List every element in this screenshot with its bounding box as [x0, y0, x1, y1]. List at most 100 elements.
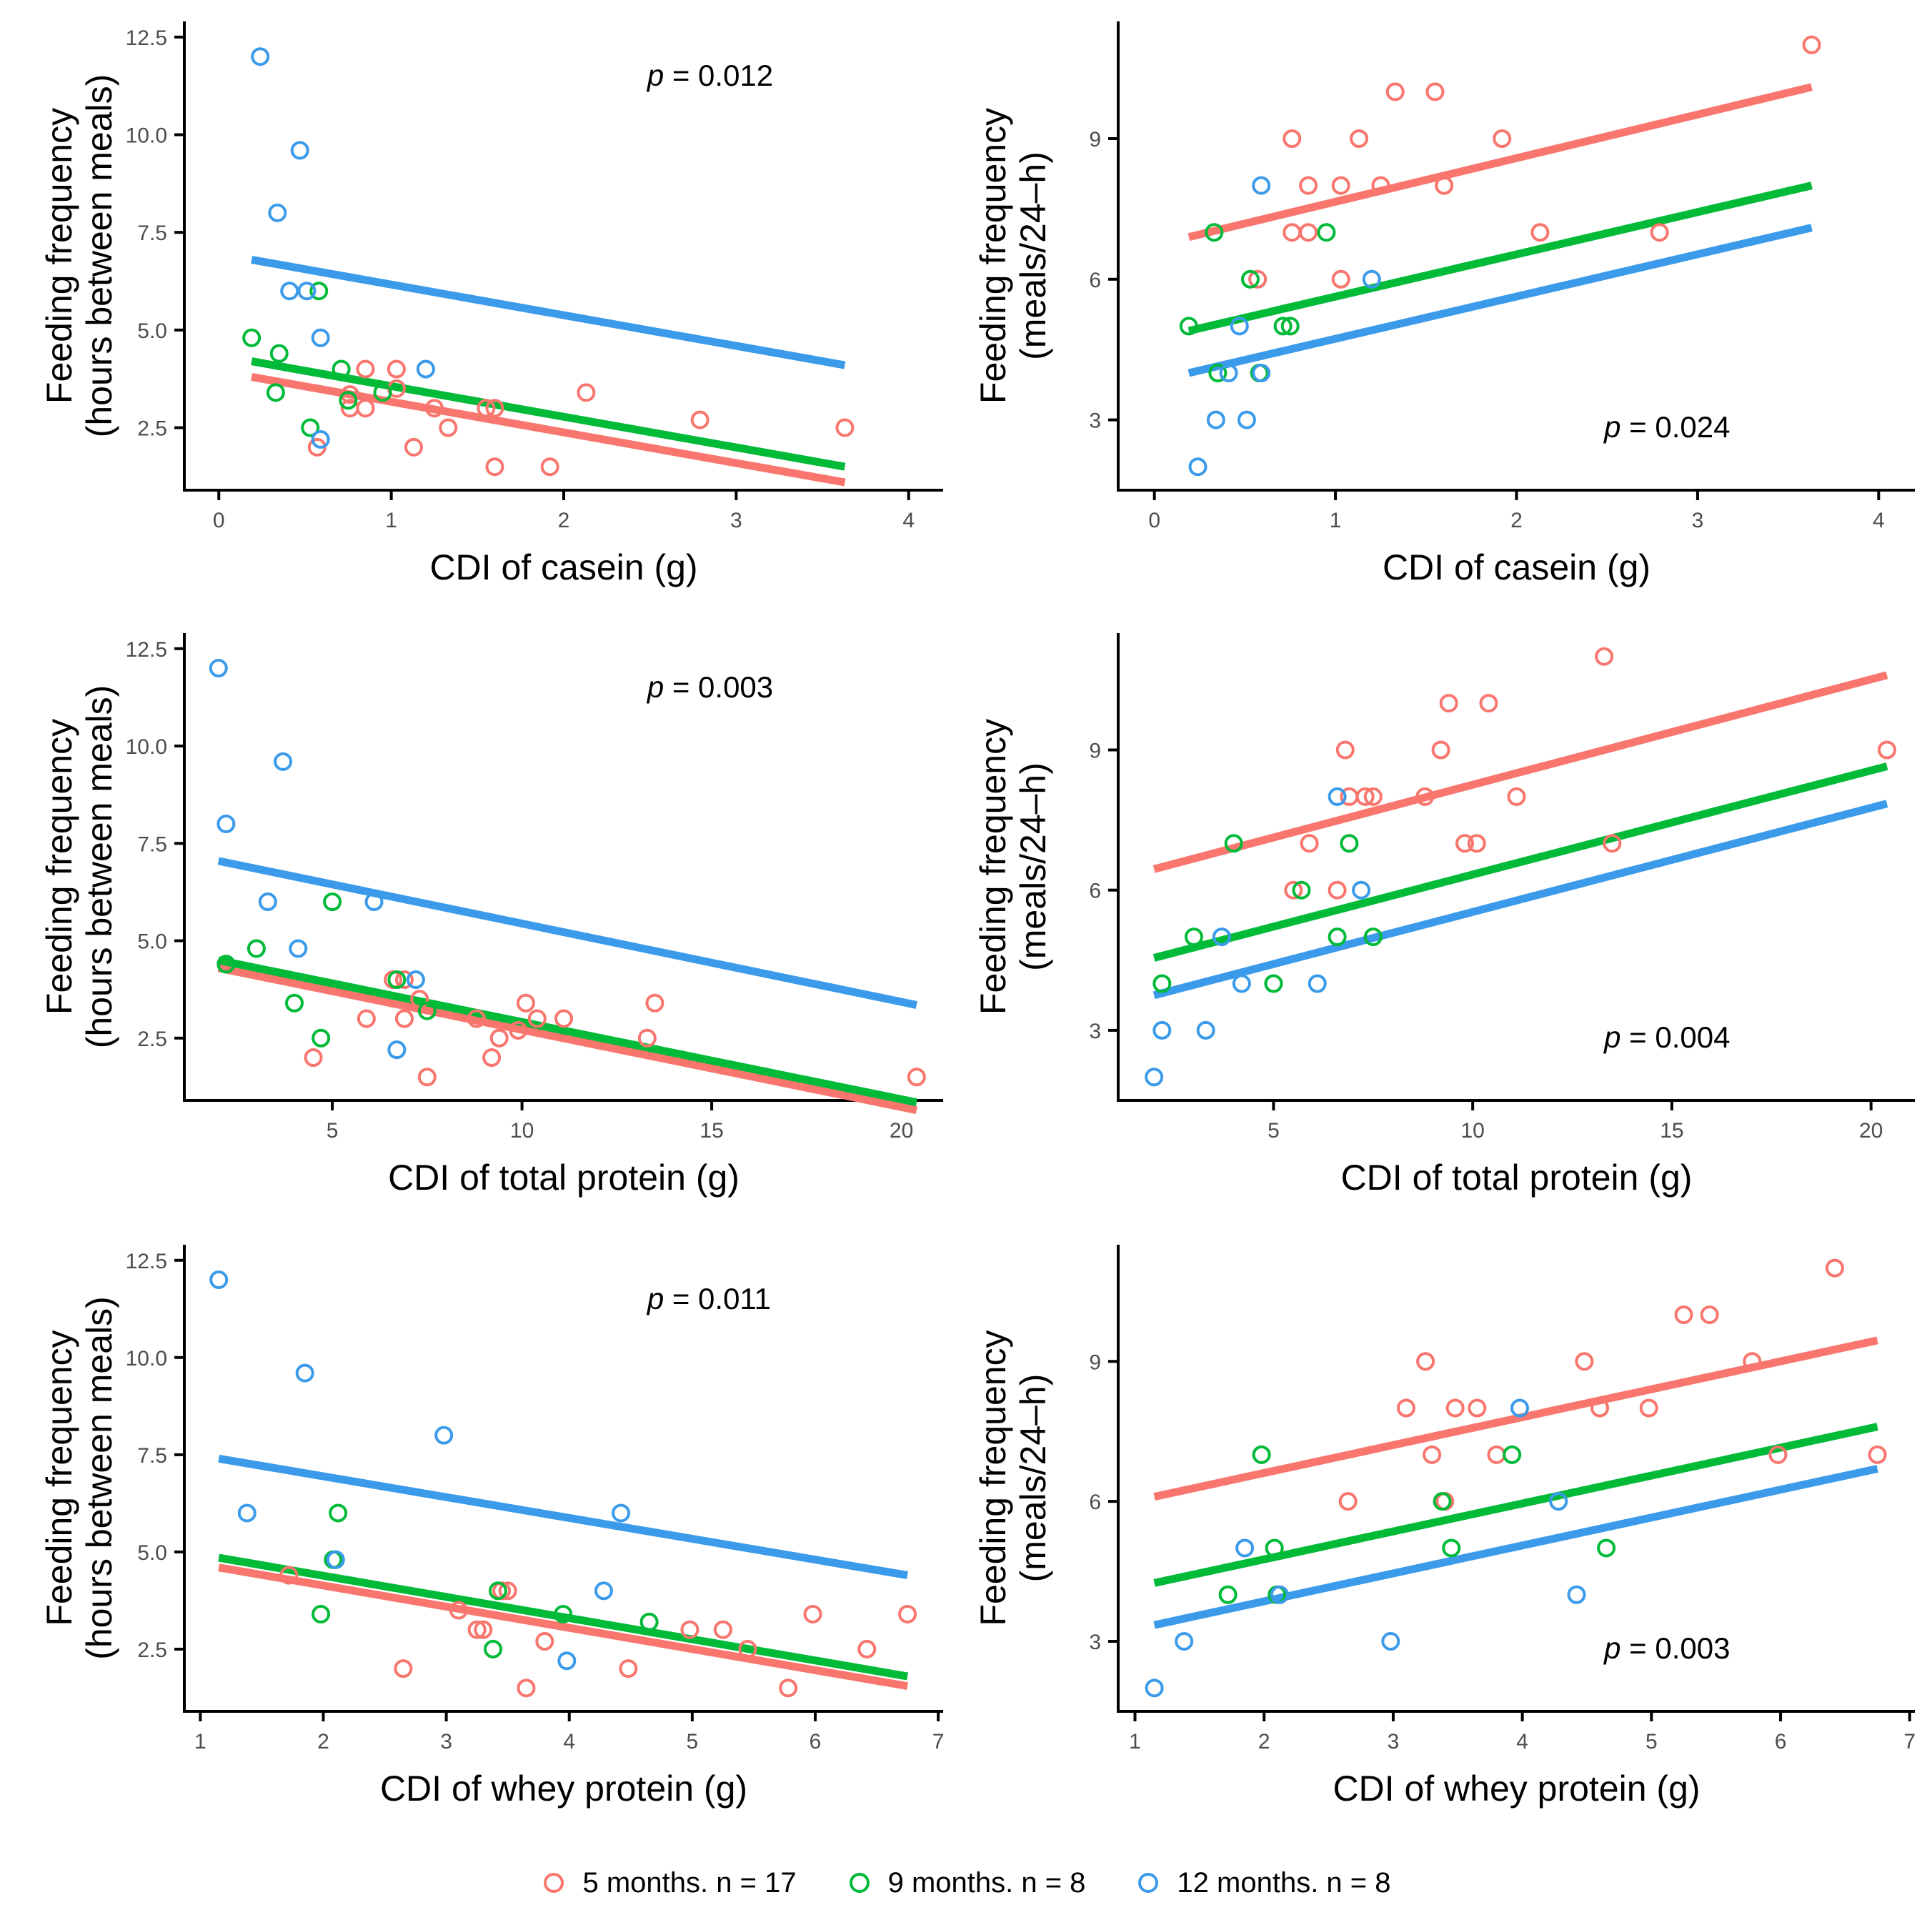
data-point [779, 1678, 798, 1698]
regression-line [1153, 1423, 1878, 1587]
data-point [1208, 364, 1228, 382]
data-point [1179, 317, 1198, 336]
data-point [247, 939, 266, 958]
y-axis-title: Feeding frequency(meals/24–h) [973, 719, 1053, 1015]
data-point [1877, 740, 1896, 760]
data-point [417, 1001, 437, 1020]
data-point [312, 1604, 331, 1623]
data-point [1184, 927, 1203, 947]
x-tick-label: 4 [563, 1730, 575, 1754]
data-point [557, 1651, 577, 1671]
data-point [1292, 880, 1311, 900]
data-point [527, 1009, 547, 1028]
regression-line [218, 1553, 909, 1681]
data-point [280, 282, 299, 301]
data-point [289, 939, 308, 958]
data-point [312, 1028, 331, 1048]
data-point [1188, 457, 1208, 477]
data-point [1145, 1068, 1164, 1087]
data-point [1196, 1020, 1215, 1040]
legend-label-12-months: 12 months. n = 8 [1177, 1866, 1391, 1899]
y-tick-label: 9 [1089, 740, 1101, 763]
data-point [738, 1639, 757, 1658]
data-point [489, 1028, 509, 1048]
panel-whey-meals: 1 2 3 4 5 6 7 3 6 9 CDI of whey protein (g) Feeding… [973, 1245, 1916, 1809]
panel-total-meals: 5 10 15 20 3 6 9 CDI of total protein (g) Feedin… [973, 633, 1915, 1198]
regression-line [1152, 800, 1888, 1000]
data-point [1455, 834, 1475, 853]
x-tick-label: 5 [327, 1119, 339, 1143]
data-point [357, 1009, 376, 1028]
data-point [509, 1020, 528, 1040]
data-point [1700, 1305, 1719, 1324]
data-point [1280, 317, 1300, 336]
x-axis-title: CDI of total protein (g) [1341, 1158, 1693, 1198]
y-axis-title-line: (meals/24–h) [1013, 1374, 1053, 1583]
legend-marker-5-months [544, 1873, 564, 1893]
data-point [1868, 1445, 1887, 1464]
x-tick-label: 20 [1859, 1119, 1883, 1143]
y-tick-label: 12.5 [126, 638, 167, 662]
y-tick-label: 6 [1089, 880, 1101, 903]
data-point [1331, 176, 1350, 195]
data-point [1597, 1538, 1616, 1558]
data-point [1252, 1445, 1271, 1464]
data-point [1603, 834, 1622, 853]
y-tick-label: 5.0 [137, 319, 167, 343]
data-point [373, 383, 392, 402]
data-point [1212, 927, 1231, 947]
x-axis-title: CDI of whey protein (g) [380, 1769, 747, 1809]
data-point [1415, 787, 1435, 806]
p-value-number: = 0.012 [664, 59, 773, 92]
data-point [266, 383, 285, 402]
data-point [540, 457, 559, 477]
p-value-symbol: p [646, 59, 664, 92]
data-point [323, 892, 342, 912]
data-point [1468, 1398, 1487, 1418]
y-axis-title-line: Feeding frequency [973, 1330, 1013, 1626]
data-point [898, 1604, 917, 1623]
x-axis-title: CDI of casein (g) [429, 547, 697, 587]
p-value-symbol: p [1603, 410, 1620, 444]
data-point [645, 993, 664, 1013]
x-tick-label: 5 [1645, 1730, 1658, 1754]
panel-casein-meals: 0 1 2 3 4 3 6 9 CDI of casein (g) Feeding frequen… [973, 21, 1915, 587]
data-point [1510, 1398, 1530, 1418]
data-point [1248, 269, 1268, 289]
y-axis-title: Feeding frequency(meals/24–h) [973, 1330, 1053, 1626]
data-point [1442, 1538, 1461, 1558]
p-value-number: = 0.024 [1621, 410, 1731, 444]
data-point [1743, 1352, 1762, 1371]
regression-line [1152, 671, 1888, 873]
data-point [535, 1632, 554, 1651]
data-point [394, 1009, 414, 1028]
data-point [416, 359, 435, 379]
data-point [209, 659, 228, 678]
data-point [1340, 834, 1359, 853]
y-tick-label: 7.5 [137, 832, 167, 856]
regression-line [217, 956, 917, 1107]
data-point [434, 1426, 454, 1445]
regression-line [251, 373, 846, 487]
data-point [1503, 1445, 1522, 1464]
data-point [237, 1503, 257, 1523]
x-tick-label: 10 [510, 1119, 534, 1143]
x-tick-label: 20 [890, 1119, 913, 1143]
data-point [835, 418, 855, 437]
data-point [1433, 1492, 1452, 1511]
x-axis-title: CDI of casein (g) [1383, 547, 1650, 587]
data-point [1152, 974, 1172, 993]
data-point [339, 391, 358, 410]
data-point [498, 1581, 517, 1601]
y-tick-label: 10.0 [126, 1347, 167, 1371]
data-point [485, 457, 504, 477]
y-tick-label: 3 [1089, 1020, 1101, 1043]
data-point [1371, 176, 1390, 195]
data-point [1230, 317, 1249, 336]
p-value-number: = 0.003 [1621, 1631, 1731, 1665]
p-value-number: = 0.011 [664, 1282, 771, 1315]
data-point [1355, 787, 1375, 806]
p-value-annotation: p = 0.011 [646, 1282, 771, 1315]
data-point [1252, 176, 1271, 195]
data-point [1284, 880, 1303, 900]
